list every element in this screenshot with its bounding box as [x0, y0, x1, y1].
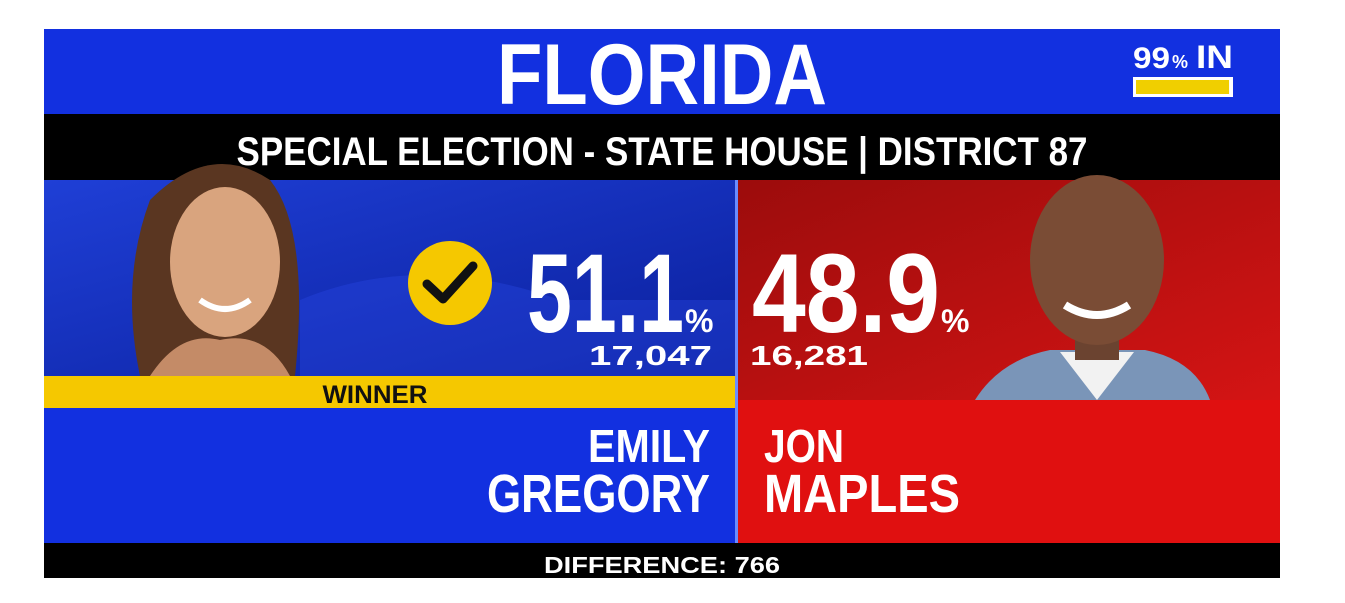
reporting-value: 99	[1133, 42, 1170, 75]
winner-bar	[44, 376, 735, 408]
winner-check	[408, 241, 492, 325]
candidate-photo	[975, 175, 1210, 400]
percent: 51.1	[527, 231, 684, 356]
winner-label: WINNER	[323, 381, 428, 409]
divider	[735, 180, 738, 543]
first-name: JON	[764, 420, 844, 472]
subtitle-band	[44, 114, 1280, 180]
reporting-label: IN	[1196, 39, 1233, 75]
first-name: EMILY	[588, 420, 710, 472]
last-name: GREGORY	[487, 464, 710, 524]
title-band	[44, 29, 1280, 114]
subtitle: SPECIAL ELECTION - STATE HOUSE | DISTRIC…	[237, 130, 1088, 174]
last-name: MAPLES	[764, 464, 960, 524]
difference: DIFFERENCE: 766	[544, 552, 780, 578]
candidate-photo	[132, 164, 300, 376]
reporting-unit: %	[1172, 52, 1188, 72]
right-panel	[738, 180, 1280, 400]
reporting-bar	[1136, 80, 1230, 94]
right-name-panel	[738, 400, 1280, 543]
votes: 16,281	[750, 340, 868, 371]
percent-unit: %	[685, 303, 713, 339]
left-panel-decoration	[300, 275, 735, 376]
left-name-panel	[44, 408, 735, 543]
votes: 17,047	[589, 340, 712, 371]
title: FLORIDA	[497, 27, 827, 123]
percent-unit: %	[941, 303, 969, 339]
footer-band	[44, 543, 1280, 578]
percent: 48.9	[752, 231, 940, 356]
